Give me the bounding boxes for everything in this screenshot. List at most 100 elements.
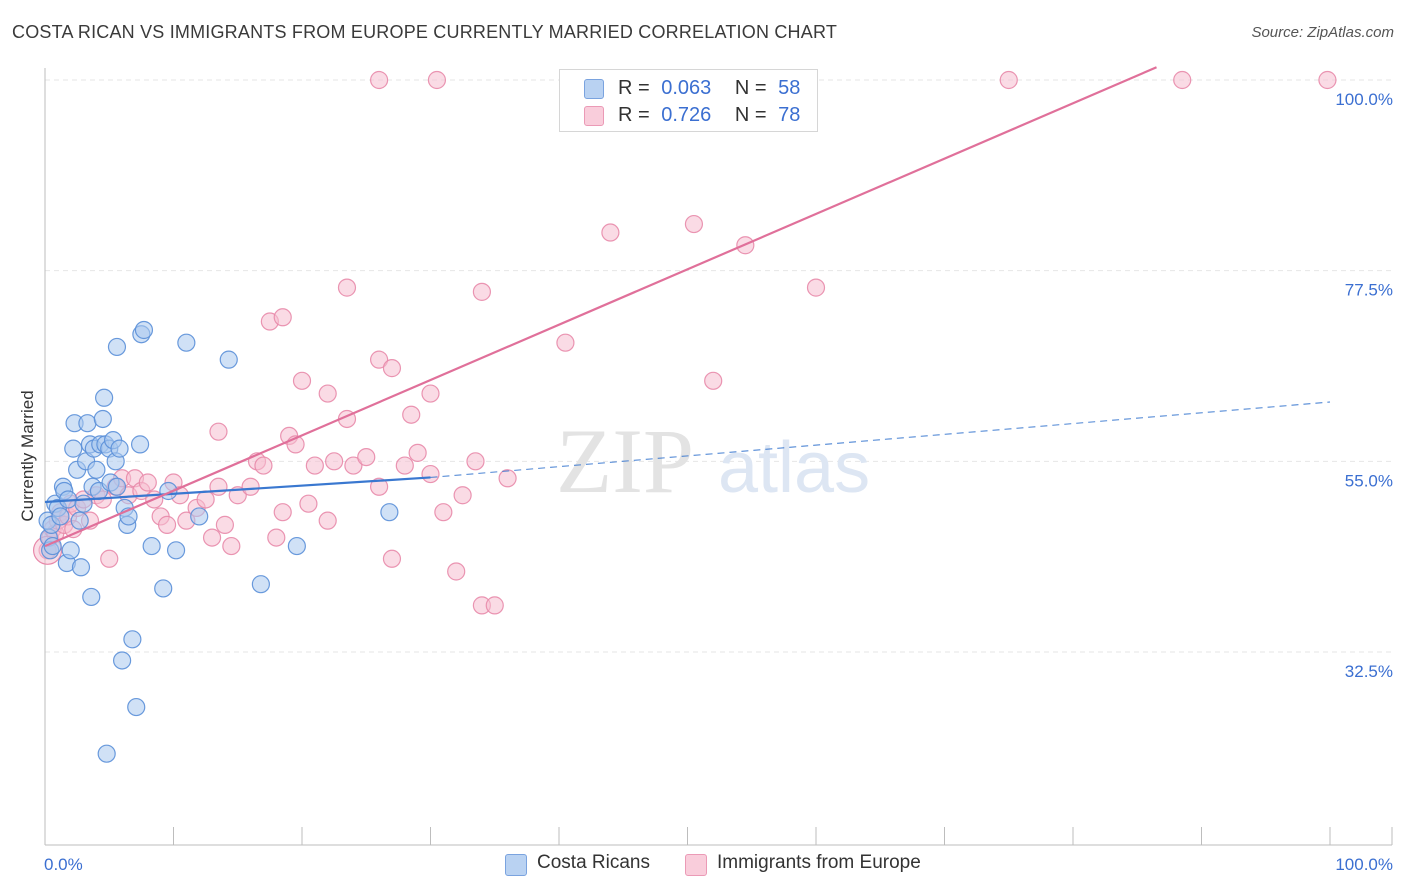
pink-point [222, 536, 241, 556]
pink-point [427, 70, 447, 90]
blue-point [177, 333, 196, 352]
pink-point [466, 452, 485, 471]
pink-point [498, 469, 517, 488]
bottom-legend-swatch-blue [505, 854, 527, 876]
pink-point [684, 214, 704, 234]
watermark: ZIP atlas [556, 410, 870, 512]
trend-lines [44, 66, 1331, 548]
pink-point [305, 456, 324, 475]
bottom-legend-label-pink: Immigrants from Europe [717, 852, 921, 873]
chart-title: COSTA RICAN VS IMMIGRANTS FROM EUROPE CU… [12, 22, 838, 42]
pink-point [447, 562, 466, 581]
pink-point [1318, 70, 1337, 90]
legend-swatch-pink [584, 106, 604, 126]
pink-point [370, 350, 389, 369]
blue-point [380, 503, 399, 522]
blue-point [142, 536, 161, 556]
pink-point [453, 486, 472, 505]
blue-point [251, 575, 270, 594]
axis-labels: 100.0% 77.5% 55.0% 32.5% 0.0% 100.0% Currently… [18, 90, 1393, 874]
pink-point [434, 503, 453, 522]
pink-point [209, 477, 228, 496]
pink-point [209, 422, 228, 441]
legend-n-value-pink: 78 [778, 104, 801, 126]
blue-point [51, 507, 70, 526]
blue-point [110, 439, 129, 458]
pink-point [806, 278, 826, 297]
legend-n-label: N = [734, 104, 767, 126]
pink-point [395, 456, 414, 475]
source-label: Source: ZipAtlas.com [1251, 24, 1394, 41]
pink-point [241, 477, 260, 496]
legend-n-value-blue: 58 [778, 77, 801, 99]
blue-point [154, 579, 173, 598]
blue-point [87, 460, 106, 479]
legend-r-label: R = [618, 104, 650, 126]
x-tick-label-max: 100.0% [1335, 855, 1393, 874]
y-tick-label: 55.0% [1345, 471, 1393, 490]
trend-line-blue [44, 476, 431, 504]
blue-point [134, 320, 154, 340]
blue-point [107, 337, 127, 357]
blue-point [93, 409, 112, 429]
pink-point [704, 371, 723, 390]
pink-point [485, 596, 504, 615]
legend-r-label: R = [618, 77, 650, 99]
trend-line-blue-dashed [430, 401, 1331, 479]
pink-point [254, 456, 273, 475]
watermark-atlas: atlas [718, 428, 870, 508]
pink-point [299, 494, 318, 513]
blue-point [74, 494, 93, 513]
pink-point [318, 511, 337, 530]
bottom-legend-swatch-pink [685, 854, 707, 876]
blue-point [64, 439, 83, 458]
blue-point [130, 435, 150, 454]
blue-point [78, 414, 97, 433]
trend-line-pink [44, 66, 1157, 548]
pink-point [325, 452, 344, 471]
blue-point [82, 587, 101, 607]
pink-point [408, 443, 427, 462]
pink-point [382, 359, 402, 378]
pink-point [196, 490, 215, 509]
pink-point [556, 333, 575, 352]
pink-point [601, 223, 620, 242]
pink-point [273, 308, 292, 327]
blue-point [71, 558, 91, 577]
y-tick-label: 100.0% [1335, 90, 1393, 109]
pink-point [292, 371, 312, 390]
blue-point [166, 541, 186, 560]
pink-point [138, 473, 157, 492]
blue-point [123, 630, 142, 649]
pink-point [202, 528, 222, 547]
pink-point [382, 549, 402, 568]
blue-point [127, 697, 146, 717]
axes [44, 68, 1393, 846]
blue-point [287, 536, 306, 556]
blue-point [112, 651, 132, 670]
blue-point [70, 511, 89, 530]
legend-n-label: N = [734, 77, 767, 99]
pink-point [100, 549, 119, 568]
blue-points [38, 320, 399, 763]
blue-point [97, 744, 116, 763]
y-tick-label: 32.5% [1345, 662, 1393, 681]
legend-r-value-blue: 0.063 [661, 77, 712, 99]
blue-point [190, 507, 209, 526]
y-tick-label: 77.5% [1345, 281, 1393, 300]
legend-swatch-blue [584, 79, 604, 99]
pink-point [267, 528, 286, 547]
blue-point [219, 350, 238, 369]
y-axis-label: Currently Married [18, 390, 37, 521]
pink-point [318, 384, 337, 403]
pink-point [337, 278, 357, 297]
grid-lines [45, 79, 1392, 653]
pink-point [157, 515, 177, 534]
stats-legend: R = 0.063 N = 58 R = 0.726 N = 78 [559, 69, 818, 132]
blue-point [61, 541, 80, 560]
pink-point [370, 477, 389, 496]
pink-point [421, 464, 440, 484]
pink-point [370, 70, 389, 90]
pink-point [472, 282, 491, 301]
